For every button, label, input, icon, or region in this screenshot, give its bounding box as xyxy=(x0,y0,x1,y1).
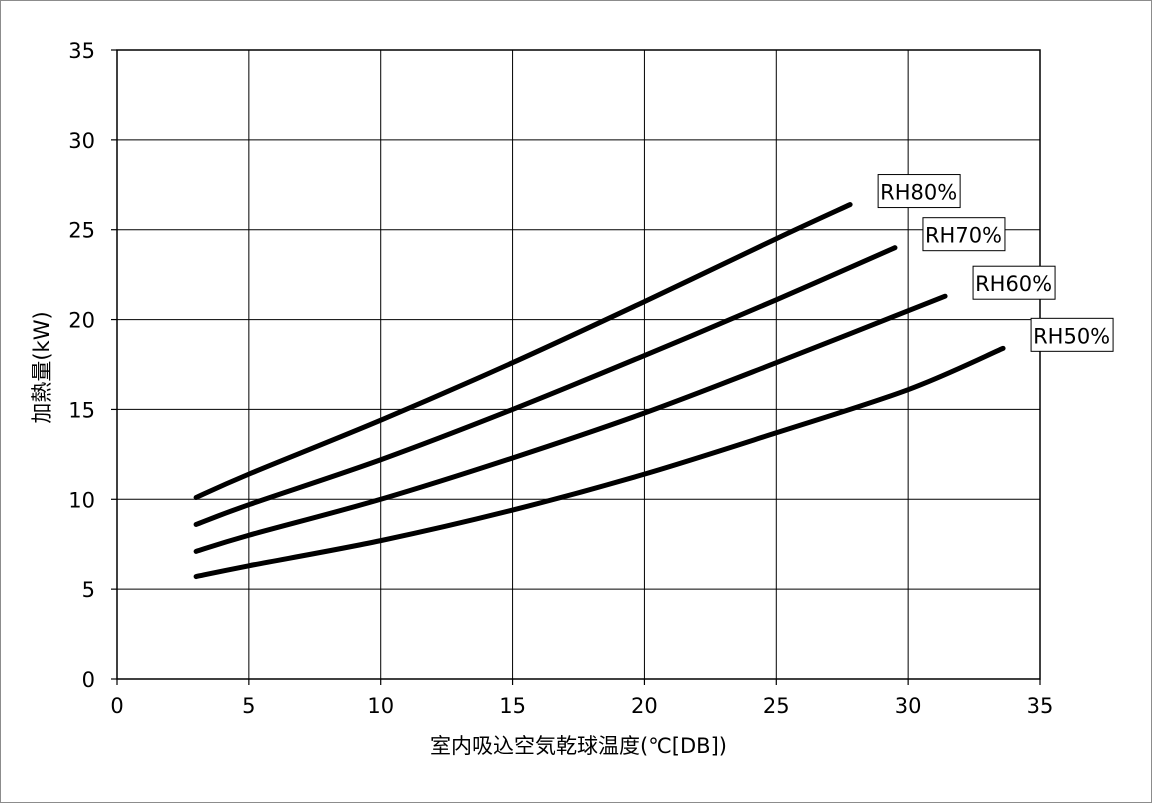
y-tick-label: 35 xyxy=(68,39,95,63)
series-label-rh60: RH60% xyxy=(972,265,1056,300)
x-tick-label: 5 xyxy=(242,694,255,718)
x-axis-title: 室内吸込空気乾球温度(℃[DB]) xyxy=(430,734,727,758)
series-line-rh60 xyxy=(193,293,948,554)
y-tick-label: 10 xyxy=(68,488,95,512)
series-label-text: RH60% xyxy=(975,272,1052,296)
x-tick-label: 35 xyxy=(1027,694,1054,718)
series-label-box xyxy=(877,174,961,209)
series-label-rh50: RH50% xyxy=(1030,317,1114,352)
series-label-text: RH50% xyxy=(1033,324,1110,348)
series-label-text: RH80% xyxy=(880,181,957,205)
x-tick-label: 15 xyxy=(499,694,526,718)
series-line-rh50 xyxy=(193,345,1006,580)
y-tick-label: 30 xyxy=(68,129,95,153)
series-label-rh80: RH80% xyxy=(877,174,961,209)
series-label-rh70: RH70% xyxy=(922,217,1006,252)
series-labels: RH80% RH70% RH60% RH50% xyxy=(877,174,1114,352)
series-label-box xyxy=(1030,317,1114,352)
y-tick-label: 25 xyxy=(68,219,95,243)
x-tick-label: 0 xyxy=(110,694,123,718)
gridlines xyxy=(117,50,1040,679)
x-tick-label: 25 xyxy=(763,694,790,718)
y-axis-title: 加熱量(kW) xyxy=(30,311,54,423)
y-tick-label: 20 xyxy=(68,309,95,333)
series-line-rh80 xyxy=(193,202,853,500)
series-label-text: RH70% xyxy=(925,224,1002,248)
y-tick-label: 15 xyxy=(68,398,95,422)
series-label-box xyxy=(972,265,1056,300)
y-tick-label: 5 xyxy=(82,578,95,602)
axis-ticks: 0 5 10 15 20 25 30 35 0 5 10 15 20 25 30 35 xyxy=(68,39,1053,718)
series-lines xyxy=(193,202,1006,580)
plot-area-border xyxy=(116,49,1041,680)
x-tick-label: 30 xyxy=(895,694,922,718)
x-tick-label: 20 xyxy=(631,694,658,718)
series-line-rh70 xyxy=(193,245,898,527)
y-tick-label: 0 xyxy=(82,668,95,692)
x-tick-label: 10 xyxy=(367,694,394,718)
series-label-box xyxy=(922,217,1006,252)
